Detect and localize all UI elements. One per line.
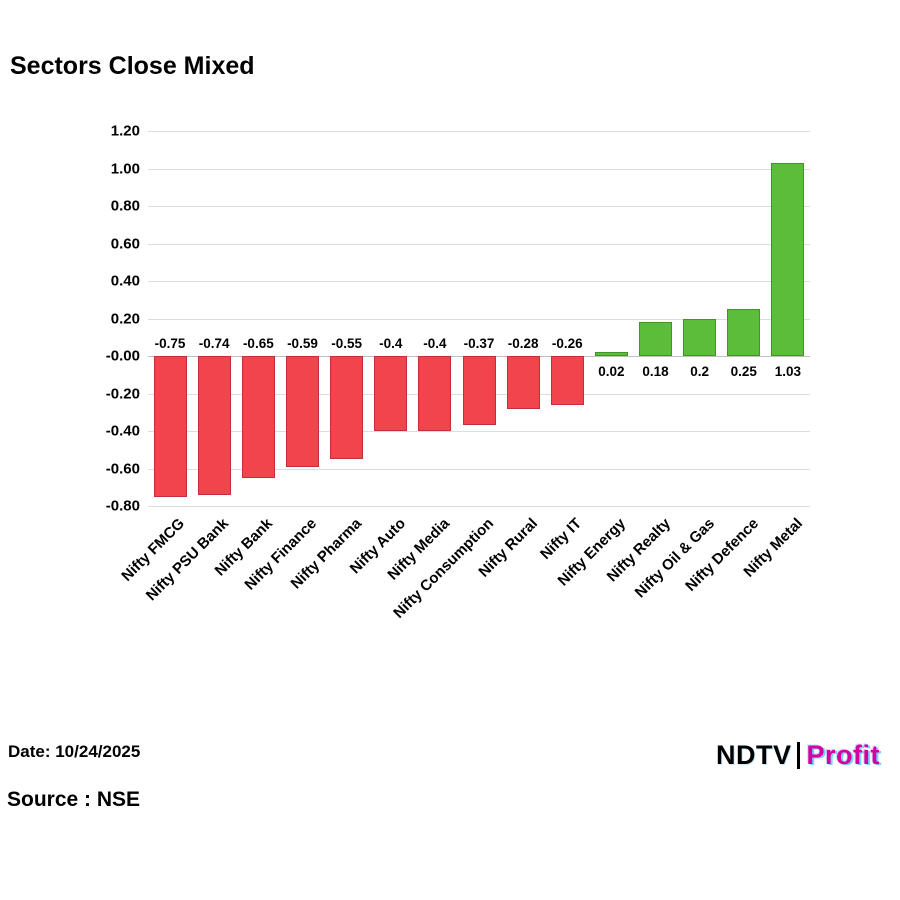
y-axis-tick-label: -0.80 [105,497,140,515]
bar-negative [330,356,364,460]
bar-negative [462,356,496,426]
source-label: Source : NSE [7,788,141,811]
bar-negative [197,356,231,495]
bar-positive [727,309,761,356]
bar-value-label: -0.28 [507,336,539,351]
logo-ndtv-text: NDTV [716,740,792,770]
bar-chart: 1.20 1.00 0.80 0.60 0.40 0.20 -0.00 -0.20 -0.40 -… [105,122,810,622]
bar-value-label: -0.37 [463,336,495,351]
bar-value-label: 0.18 [642,364,669,379]
bar-value-label: -0.59 [287,336,318,351]
bar-value-label: -0.4 [379,336,403,351]
bar-negative [506,356,540,409]
bar-negative [418,356,452,431]
bar-value-label: -0.75 [154,336,186,351]
y-gridline [148,281,810,282]
y-axis-tick-label: -0.00 [105,347,140,365]
bar-negative [241,356,275,478]
bar-value-label: -0.26 [551,336,583,351]
bar-value-label: 0.25 [730,364,757,379]
y-gridline [148,431,810,432]
y-gridline [148,206,810,207]
bar-positive [771,162,805,356]
y-gridline [148,168,810,170]
bar-value-label: 0.2 [690,364,710,379]
ndtv-profit-logo: NDTV Profit [716,740,880,771]
y-axis-tick-label: -0.40 [105,422,140,440]
bar-negative [550,356,584,405]
bar-value-label: -0.55 [331,336,362,351]
bar-negative [374,356,408,431]
bar-value-label: -0.74 [198,336,230,351]
bar-value-label: -0.4 [423,336,447,351]
bar-value-label: -0.65 [242,336,274,351]
y-axis-tick-label: 0.60 [110,235,140,252]
y-gridline [148,131,810,132]
bar-negative [285,356,319,467]
y-axis-tick-label: 0.20 [110,310,140,327]
y-gridline [148,243,810,245]
y-axis-tick-label: 0.80 [110,197,140,215]
y-axis-tick-label: -0.60 [105,460,140,477]
logo-separator-bar [796,742,800,769]
y-axis-tick-label: -0.20 [105,385,140,402]
bar-value-label: 1.03 [774,364,802,379]
bar-value-label: 0.02 [598,364,625,379]
bar-negative [153,356,187,497]
y-gridline [148,318,810,320]
y-axis-tick-label: 1.20 [110,122,140,140]
bar-positive [683,318,717,356]
y-gridline [148,506,810,507]
y-axis-tick-label: 1.00 [110,160,140,177]
y-gridline [148,468,810,470]
bar-positive [594,352,628,356]
bar-positive [639,322,673,356]
logo-profit-text: Profit [806,740,880,770]
date-label: Date: 10/24/2025 [8,742,141,761]
page-title: Sectors Close Mixed [10,52,255,80]
y-axis-tick-label: 0.40 [110,272,140,290]
